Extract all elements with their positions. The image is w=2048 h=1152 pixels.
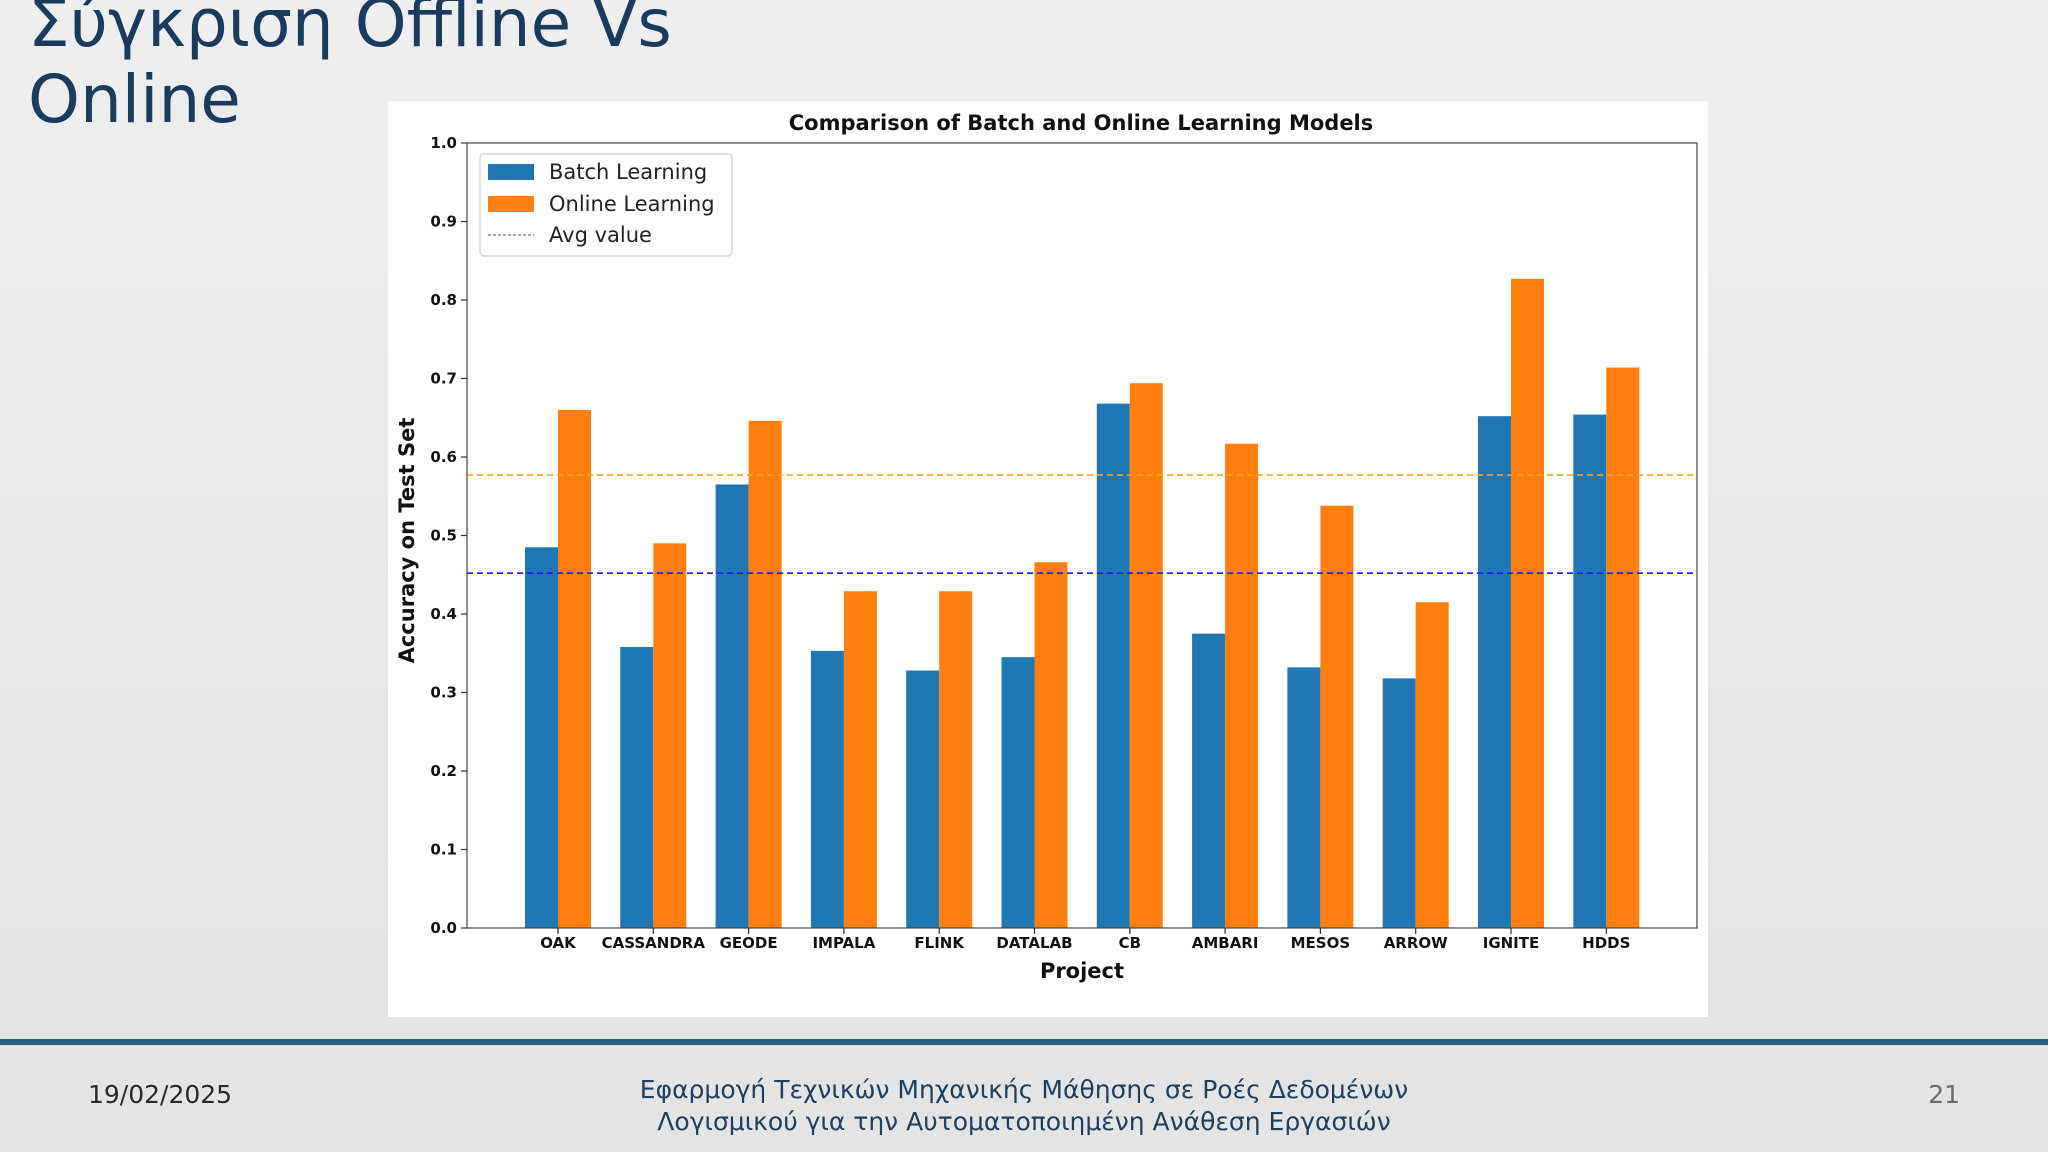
bar-batch-ignite [1478,416,1511,928]
bar-online-hdds [1606,367,1640,928]
footer-date: 19/02/2025 [88,1080,233,1109]
chart-panel: Comparison of Batch and Online Learning … [388,101,1708,1017]
y-tick-label: 1.0 [430,134,457,152]
bar-batch-mesos [1287,667,1321,928]
legend-label-avg: Avg value [549,223,652,247]
legend-swatch-online [488,196,534,212]
y-tick-label: 0.9 [430,213,457,231]
bar-batch-impala [810,650,844,928]
x-tick-label-cassandra: CASSANDRA [602,934,706,952]
x-tick-label-mesos: MESOS [1291,934,1351,952]
bar-online-datalab [1034,562,1068,928]
y-tick-label: 0.3 [430,684,457,702]
bar-online-cassandra [653,543,687,928]
footer-page-number: 21 [1928,1080,1960,1109]
slide-title: Σύγκριση Offline Vs Online [28,0,672,138]
chart-legend: Batch Learning Online Learning Avg value [479,153,733,257]
y-tick-label: 0.5 [430,527,457,545]
footer-background [0,1045,2048,1152]
footer-divider [0,1039,2048,1045]
chart-title: Comparison of Batch and Online Learning … [789,111,1374,135]
y-tick-label: 0.8 [430,291,457,309]
bar-online-ambari [1225,443,1259,928]
footer-subtitle: Εφαρμογή Τεχνικών Μηχανικής Μάθησης σε Ρ… [560,1074,1488,1138]
bar-batch-datalab [1001,657,1035,928]
bar-online-impala [843,591,877,928]
y-tick-label: 0.0 [430,919,457,937]
x-tick-label-datalab: DATALAB [996,934,1072,952]
legend-label-batch: Batch Learning [549,160,707,184]
bar-batch-flink [906,670,940,928]
x-tick-label-ignite: IGNITE [1483,934,1540,952]
x-tick-label-geode: GEODE [720,934,778,952]
footer-subtitle-line1: Εφαρμογή Τεχνικών Μηχανικής Μάθησης σε Ρ… [639,1075,1409,1104]
bar-chart: Comparison of Batch and Online Learning … [395,111,1698,983]
y-tick-label: 0.4 [430,605,457,623]
bar-batch-arrow [1382,678,1416,928]
legend-swatch-batch [488,164,534,180]
bar-batch-ambari [1192,633,1226,928]
bar-online-flink [939,591,973,928]
x-axis-label: Project [1040,959,1124,983]
bar-online-ignite [1511,278,1544,928]
bar-online-oak [558,409,591,928]
y-tick-label: 0.2 [430,762,457,780]
bar-online-arrow [1415,602,1449,928]
bar-online-geode [748,420,782,928]
bar-online-cb [1129,383,1163,929]
bar-batch-hdds [1573,414,1607,928]
bar-batch-geode [715,484,749,928]
bar-batch-cb [1096,403,1130,928]
x-tick-label-ambari: AMBARI [1192,934,1259,952]
x-tick-label-oak: OAK [540,934,577,952]
x-tick-label-cb: CB [1119,934,1141,952]
bar-online-mesos [1320,505,1354,928]
bar-batch-cassandra [620,646,654,928]
legend-label-online: Online Learning [549,192,715,216]
bar-batch-oak [525,547,558,928]
y-axis-label: Accuracy on Test Set [395,418,419,664]
x-tick-label-flink: FLINK [914,934,965,952]
x-tick-label-hdds: HDDS [1582,934,1630,952]
footer-subtitle-line2: Λογισμικού για την Αυτοματοποιημένη Ανάθ… [657,1107,1391,1136]
y-tick-label: 0.6 [430,448,457,466]
y-tick-label: 0.7 [430,370,457,388]
x-tick-label-arrow: ARROW [1384,934,1448,952]
x-tick-label-impala: IMPALA [812,934,875,952]
y-tick-label: 0.1 [430,841,457,859]
